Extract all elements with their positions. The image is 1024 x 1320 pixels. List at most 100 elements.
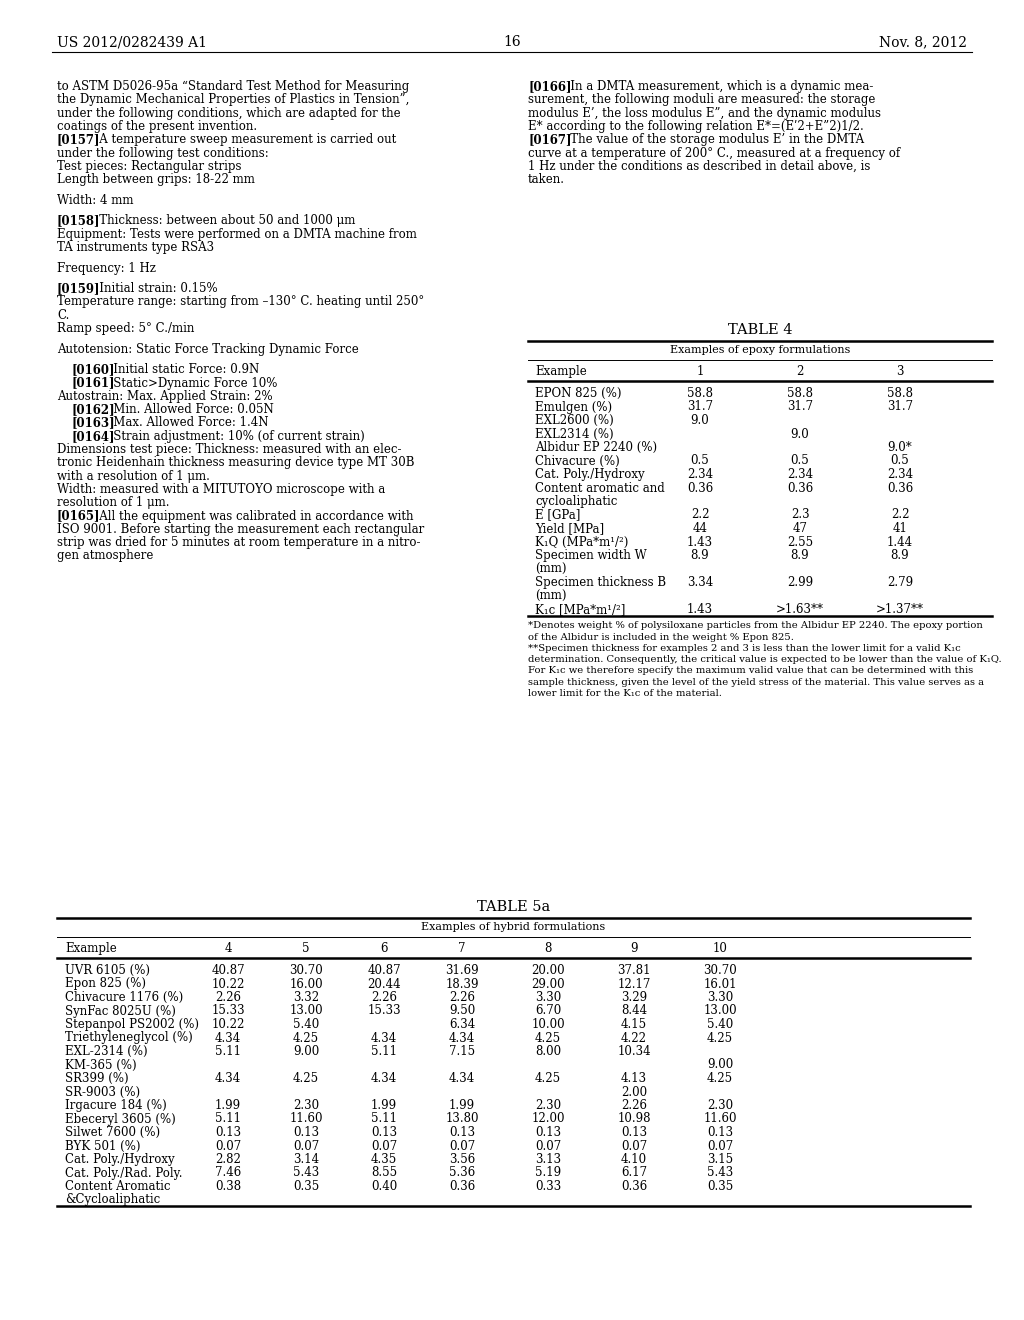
- Text: 40.87: 40.87: [211, 964, 245, 977]
- Text: 0.13: 0.13: [293, 1126, 319, 1139]
- Text: SynFac 8025U (%): SynFac 8025U (%): [65, 1005, 176, 1018]
- Text: 0.07: 0.07: [371, 1139, 397, 1152]
- Text: 1 Hz under the conditions as described in detail above, is: 1 Hz under the conditions as described i…: [528, 160, 870, 173]
- Text: 1.99: 1.99: [449, 1100, 475, 1111]
- Text: 10.22: 10.22: [211, 1018, 245, 1031]
- Text: [0167]: [0167]: [528, 133, 571, 147]
- Text: resolution of 1 μm.: resolution of 1 μm.: [57, 496, 170, 510]
- Text: 40.87: 40.87: [368, 964, 400, 977]
- Text: surement, the following moduli are measured: the storage: surement, the following moduli are measu…: [528, 94, 876, 107]
- Text: tronic Heidenhain thickness measuring device type MT 30B: tronic Heidenhain thickness measuring de…: [57, 457, 415, 470]
- Text: 0.40: 0.40: [371, 1180, 397, 1193]
- Text: 58.8: 58.8: [887, 387, 913, 400]
- Text: Width: measured with a MITUTOYO microscope with a: Width: measured with a MITUTOYO microsco…: [57, 483, 385, 496]
- Text: 4.25: 4.25: [707, 1031, 733, 1044]
- Text: Ramp speed: 5° C./min: Ramp speed: 5° C./min: [57, 322, 195, 335]
- Text: Specimen width W: Specimen width W: [535, 549, 647, 562]
- Text: strip was dried for 5 minutes at room temperature in a nitro-: strip was dried for 5 minutes at room te…: [57, 536, 421, 549]
- Text: 2.26: 2.26: [215, 991, 241, 1005]
- Text: 3.30: 3.30: [535, 991, 561, 1005]
- Text: Ebeceryl 3605 (%): Ebeceryl 3605 (%): [65, 1113, 176, 1126]
- Text: Albidur EP 2240 (%): Albidur EP 2240 (%): [535, 441, 657, 454]
- Text: 2.30: 2.30: [293, 1100, 319, 1111]
- Text: 1.43: 1.43: [687, 536, 713, 549]
- Text: 10.98: 10.98: [617, 1113, 650, 1126]
- Text: 7.15: 7.15: [449, 1045, 475, 1059]
- Text: 4.34: 4.34: [215, 1072, 241, 1085]
- Text: 0.13: 0.13: [707, 1126, 733, 1139]
- Text: 5.40: 5.40: [707, 1018, 733, 1031]
- Text: Specimen thickness B: Specimen thickness B: [535, 576, 667, 589]
- Text: 12.17: 12.17: [617, 978, 650, 990]
- Text: 0.35: 0.35: [707, 1180, 733, 1193]
- Text: Strain adjustment: 10% (of current strain): Strain adjustment: 10% (of current strai…: [102, 430, 365, 442]
- Text: 4.34: 4.34: [371, 1072, 397, 1085]
- Text: **Specimen thickness for examples 2 and 3 is less than the lower limit for a val: **Specimen thickness for examples 2 and …: [528, 644, 961, 653]
- Text: KM-365 (%): KM-365 (%): [65, 1059, 136, 1072]
- Text: 47: 47: [793, 521, 808, 535]
- Text: 8.00: 8.00: [535, 1045, 561, 1059]
- Text: Stepanpol PS2002 (%): Stepanpol PS2002 (%): [65, 1018, 199, 1031]
- Text: 8.9: 8.9: [891, 549, 909, 562]
- Text: 10.34: 10.34: [617, 1045, 651, 1059]
- Text: 12.00: 12.00: [531, 1113, 565, 1126]
- Text: TA instruments type RSA3: TA instruments type RSA3: [57, 242, 214, 253]
- Text: 11.60: 11.60: [703, 1113, 736, 1126]
- Text: [0157]: [0157]: [57, 133, 100, 147]
- Text: 0.5: 0.5: [891, 454, 909, 467]
- Text: 5.11: 5.11: [215, 1113, 241, 1126]
- Text: A temperature sweep measurement is carried out: A temperature sweep measurement is carri…: [88, 133, 396, 147]
- Text: 5.11: 5.11: [371, 1113, 397, 1126]
- Text: 15.33: 15.33: [211, 1005, 245, 1018]
- Text: 2: 2: [797, 366, 804, 378]
- Text: (mm): (mm): [535, 590, 566, 602]
- Text: 8.9: 8.9: [791, 549, 809, 562]
- Text: 4.22: 4.22: [621, 1031, 647, 1044]
- Text: cycloaliphatic: cycloaliphatic: [535, 495, 617, 508]
- Text: lower limit for the K₁c of the material.: lower limit for the K₁c of the material.: [528, 689, 722, 698]
- Text: 13.80: 13.80: [445, 1113, 479, 1126]
- Text: 4: 4: [224, 942, 231, 954]
- Text: Examples of hybrid formulations: Examples of hybrid formulations: [421, 921, 605, 932]
- Text: K₁c [MPa*m¹/²]: K₁c [MPa*m¹/²]: [535, 603, 626, 616]
- Text: 4.25: 4.25: [293, 1031, 319, 1044]
- Text: 8.44: 8.44: [621, 1005, 647, 1018]
- Text: *Denotes weight % of polysiloxane particles from the Albidur EP 2240. The epoxy : *Denotes weight % of polysiloxane partic…: [528, 622, 983, 631]
- Text: Content aromatic and: Content aromatic and: [535, 482, 665, 495]
- Text: under the following conditions, which are adapted for the: under the following conditions, which ar…: [57, 107, 400, 120]
- Text: 6.17: 6.17: [621, 1167, 647, 1180]
- Text: 2.34: 2.34: [887, 469, 913, 480]
- Text: 4.34: 4.34: [449, 1031, 475, 1044]
- Text: The value of the storage modulus E’ in the DMTA: The value of the storage modulus E’ in t…: [559, 133, 863, 147]
- Text: 1: 1: [696, 366, 703, 378]
- Text: 5.11: 5.11: [371, 1045, 397, 1059]
- Text: 5: 5: [302, 942, 309, 954]
- Text: 44: 44: [692, 521, 708, 535]
- Text: 7.46: 7.46: [215, 1167, 241, 1180]
- Text: 3.34: 3.34: [687, 576, 713, 589]
- Text: EXL2600 (%): EXL2600 (%): [535, 414, 613, 426]
- Text: 8: 8: [545, 942, 552, 954]
- Text: 4.34: 4.34: [371, 1031, 397, 1044]
- Text: 6.70: 6.70: [535, 1005, 561, 1018]
- Text: 3.15: 3.15: [707, 1152, 733, 1166]
- Text: 10.00: 10.00: [531, 1018, 565, 1031]
- Text: >1.37**: >1.37**: [876, 603, 924, 616]
- Text: US 2012/0282439 A1: US 2012/0282439 A1: [57, 36, 207, 49]
- Text: Chivacure 1176 (%): Chivacure 1176 (%): [65, 991, 183, 1005]
- Text: 1.99: 1.99: [215, 1100, 241, 1111]
- Text: 31.7: 31.7: [786, 400, 813, 413]
- Text: [0161]: [0161]: [72, 376, 115, 389]
- Text: 10.22: 10.22: [211, 978, 245, 990]
- Text: 2.34: 2.34: [687, 469, 713, 480]
- Text: 9.50: 9.50: [449, 1005, 475, 1018]
- Text: 11.60: 11.60: [289, 1113, 323, 1126]
- Text: 4.25: 4.25: [535, 1031, 561, 1044]
- Text: Dimensions test piece: Thickness: measured with an elec-: Dimensions test piece: Thickness: measur…: [57, 444, 401, 457]
- Text: For K₁c we therefore specify the maximum valid value that can be determined with: For K₁c we therefore specify the maximum…: [528, 667, 973, 676]
- Text: 20.44: 20.44: [368, 978, 400, 990]
- Text: 2.30: 2.30: [535, 1100, 561, 1111]
- Text: Thickness: between about 50 and 1000 μm: Thickness: between about 50 and 1000 μm: [88, 214, 355, 227]
- Text: 2.55: 2.55: [786, 536, 813, 549]
- Text: 0.36: 0.36: [687, 482, 713, 495]
